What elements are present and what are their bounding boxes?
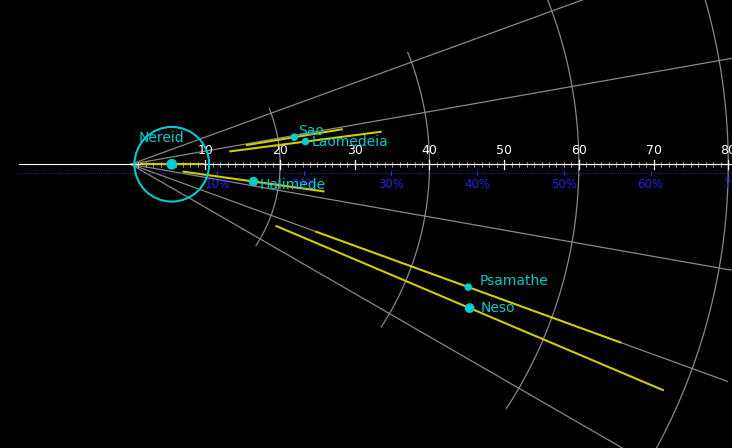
Text: 60: 60 — [571, 144, 587, 157]
Text: Sao: Sao — [298, 124, 324, 138]
Text: Laomedeia: Laomedeia — [312, 134, 388, 149]
Point — [464, 305, 476, 312]
Point — [463, 284, 474, 291]
Text: 30: 30 — [347, 144, 363, 157]
Text: Halimede: Halimede — [259, 178, 326, 192]
Point — [299, 138, 311, 145]
Text: 60%: 60% — [638, 178, 664, 191]
Point — [166, 161, 178, 168]
Text: Nereid: Nereid — [138, 131, 184, 145]
Text: Psamathe: Psamathe — [479, 274, 548, 288]
Text: 20: 20 — [272, 144, 288, 157]
Text: 10: 10 — [198, 144, 213, 157]
Text: 50%: 50% — [551, 178, 577, 191]
Text: 30%: 30% — [378, 178, 403, 191]
Text: 80: 80 — [720, 144, 732, 157]
Text: Neso: Neso — [481, 301, 515, 315]
Text: 50: 50 — [496, 144, 512, 157]
Text: 70: 70 — [646, 144, 662, 157]
Point — [247, 178, 259, 185]
Text: 70%: 70% — [724, 178, 732, 191]
Text: 40: 40 — [422, 144, 438, 157]
Text: 10%: 10% — [204, 178, 231, 191]
Point — [288, 134, 300, 141]
Text: 40%: 40% — [464, 178, 490, 191]
Text: 20%: 20% — [291, 178, 317, 191]
